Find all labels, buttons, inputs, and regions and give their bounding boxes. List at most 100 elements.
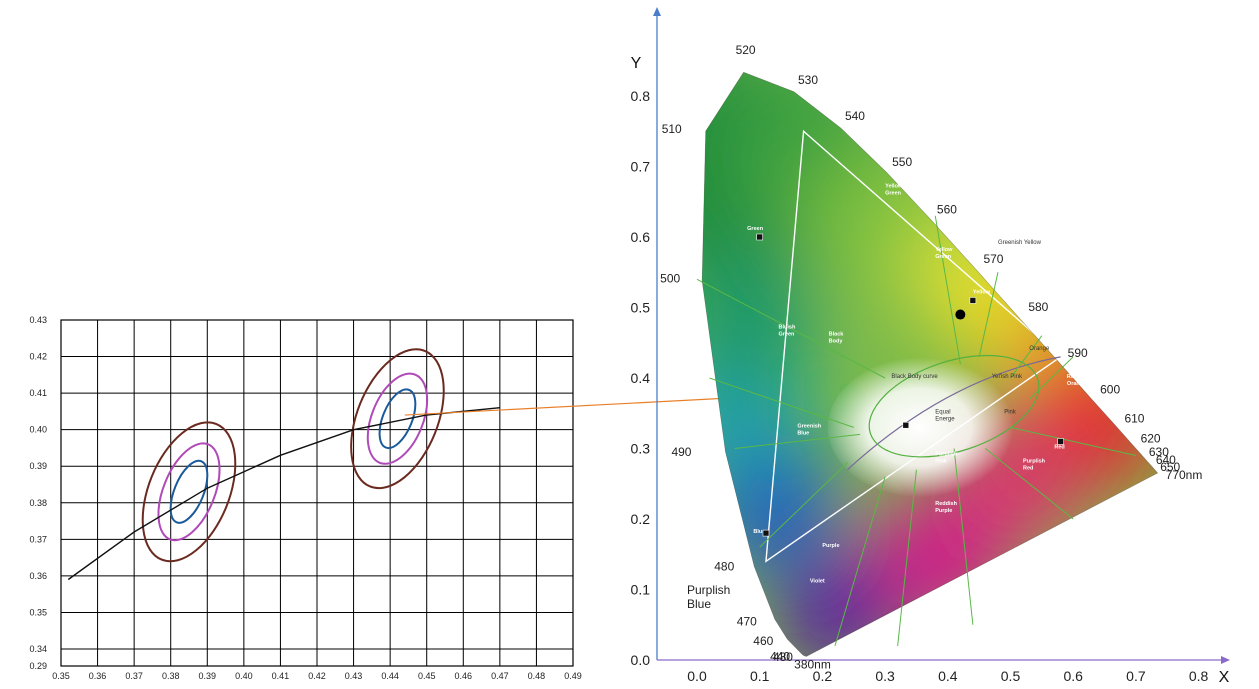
fill-blob	[702, 251, 818, 392]
highlight-point	[955, 309, 966, 320]
x-tick-label: 0.2	[813, 668, 833, 684]
region-boundary-line	[897, 469, 917, 646]
region-label: Orange	[1029, 346, 1050, 352]
region-label-line1: Bluish	[779, 325, 796, 331]
region-label-line2: Body	[829, 339, 844, 345]
gamut-triangle	[765, 129, 1062, 563]
wavelength-label: 480	[714, 559, 734, 573]
left-x-tick-label: 0.44	[381, 671, 399, 681]
reference-point	[902, 421, 910, 429]
region-label: Pink	[1004, 409, 1017, 415]
left-y-tick-label: 0.38	[29, 498, 47, 508]
wavelength-label: 430	[773, 650, 793, 664]
wavelength-label: 640	[1156, 453, 1176, 467]
x-tick-label: 0.5	[1001, 668, 1021, 684]
chromaticity-fill	[702, 72, 1158, 657]
region-label-line2: Pink	[935, 459, 948, 465]
region-label-line1: Reddish	[1067, 374, 1089, 380]
region-label: Purple	[822, 543, 839, 549]
x-tick-label: 0.6	[1063, 668, 1083, 684]
y-axis-title: Y	[631, 55, 642, 72]
x-tick-label: 0.3	[875, 668, 895, 684]
x-tick-label: 0.4	[938, 668, 958, 684]
left-ellipse-1-2	[157, 442, 221, 542]
region-label: Blue	[753, 529, 765, 535]
left-y-tick-label: 0.37	[29, 534, 47, 544]
y-tick-label: 0.4	[631, 370, 651, 386]
white-core	[827, 357, 1018, 498]
region-label-line1: Yellowish	[885, 184, 911, 190]
left-x-tick-label: 0.42	[308, 671, 326, 681]
region-boundary-line	[985, 448, 1074, 520]
left-ellipse-1-3	[141, 421, 237, 563]
wavelength-label: 440	[770, 649, 790, 663]
x-tick-label: 0.1	[750, 668, 770, 684]
region-boundary-line	[696, 278, 886, 379]
region-label: Violet	[810, 578, 825, 584]
left-x-tick-label: 0.43	[345, 671, 363, 681]
wavelength-label: 510	[662, 122, 682, 136]
wavelength-label: 520	[736, 43, 756, 57]
region-label-line2: Red	[1023, 466, 1033, 472]
black-body-curve-line	[847, 356, 1061, 471]
region-label-line2: Green	[885, 191, 902, 197]
region-label: Equal	[935, 409, 950, 415]
region-label-line1: Greenish	[797, 423, 821, 429]
region-boundary-line	[953, 448, 974, 625]
x-axis-title: X	[1219, 669, 1230, 686]
left-y-tick-label: 0.40	[29, 425, 47, 435]
region-label: Yellow	[973, 289, 991, 295]
region-label-line2: Green	[935, 254, 952, 260]
left-x-tick-label: 0.38	[162, 671, 180, 681]
left-y-tick-label: 0.41	[29, 388, 47, 398]
left-x-tick-label: 0.47	[491, 671, 509, 681]
left-y-tick-label: 0.39	[29, 461, 47, 471]
y-tick-label: 0.5	[631, 300, 651, 316]
x-tick-label: 0.7	[1126, 668, 1146, 684]
reference-point	[756, 233, 764, 241]
y-tick-label: 0.0	[631, 652, 651, 668]
region-label: Energe	[935, 416, 955, 422]
wavelength-label: 470	[737, 614, 757, 628]
reference-point	[762, 529, 770, 537]
left-ellipse-2-2	[366, 372, 429, 465]
left-x-tick-label: 0.39	[199, 671, 217, 681]
y-tick-label: 0.1	[631, 582, 651, 598]
left-ellipse-2-3	[350, 348, 445, 490]
left-y-tick-label: 0.36	[29, 571, 47, 581]
region-label: Yel'ish Pink	[992, 374, 1023, 380]
region-label-line2: Green	[779, 332, 796, 338]
y-axis-arrow	[653, 7, 661, 16]
left-x-tick-label: 0.36	[89, 671, 107, 681]
region-boundary-line	[934, 215, 961, 364]
wavelength-label: 550	[892, 155, 912, 169]
left-ellipse-2-1	[378, 388, 417, 450]
region-label: Greenish Yellow	[998, 240, 1042, 246]
y-tick-label: 0.7	[631, 159, 651, 175]
wavelength-label: 490	[671, 445, 691, 459]
region-boundary-line	[1010, 335, 1043, 379]
region-label: Red	[1054, 445, 1064, 451]
x-axis-arrow	[1221, 656, 1230, 664]
right-axes: 0.0 0.1 0.2 0.3 0.4 0.5 0.6 0.7 0.8 0.0 0.1 0.2 0.3 0…	[631, 7, 1230, 686]
region-boundary-line	[978, 272, 999, 357]
wavelength-label: 590	[1068, 346, 1088, 360]
wavelength-label: 540	[845, 109, 865, 123]
region-label-line1: Yellow	[935, 247, 953, 253]
y-tick-label: 0.3	[631, 441, 651, 457]
x-tick-label: 0.8	[1189, 668, 1209, 684]
region-label-line1: Black	[829, 332, 845, 338]
left-x-tick-label: 0.35	[52, 671, 70, 681]
wavelength-label: 530	[798, 73, 818, 87]
right-chart: 0.0 0.1 0.2 0.3 0.4 0.5 0.6 0.7 0.8 0.0 0.1 0.2 0.3 0…	[631, 7, 1230, 686]
reference-points	[756, 233, 1064, 537]
wavelength-label: 610	[1124, 412, 1144, 426]
wavelength-label: 620	[1141, 432, 1161, 446]
corner-label-line2: Blue	[687, 597, 711, 611]
left-ellipse-1-1	[169, 459, 209, 524]
left-x-tick-label: 0.41	[272, 671, 290, 681]
region-boundary-line	[1010, 426, 1137, 457]
region-label-line1: Purplish	[935, 452, 958, 458]
